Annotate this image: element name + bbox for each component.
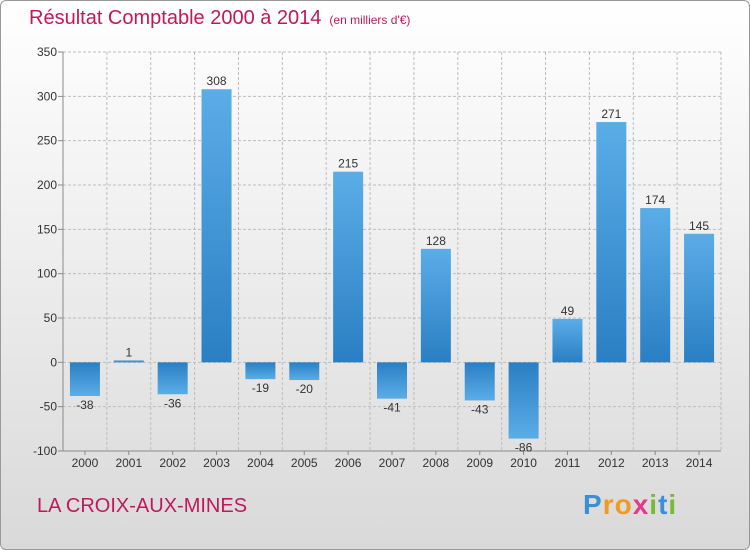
data-label-2001: 1 [125, 345, 132, 359]
commune-name: LA CROIX-AUX-MINES [37, 495, 248, 517]
x-tick-label-2013: 2013 [642, 456, 669, 470]
y-tick-label: 0 [50, 355, 57, 369]
data-label-2014: 145 [689, 219, 709, 233]
x-tick-label-2011: 2011 [555, 456, 581, 470]
y-tick-label: 200 [37, 178, 57, 192]
bar-2011 [552, 318, 583, 363]
bar-2010 [508, 362, 539, 439]
chart-subtitle: (en milliers d'€) [329, 13, 411, 27]
x-tick-label-2008: 2008 [423, 456, 450, 470]
x-tick-label-2000: 2000 [72, 456, 99, 470]
bar-2014 [684, 233, 715, 363]
x-tick-label-2006: 2006 [335, 456, 362, 470]
bar-2006 [333, 171, 364, 363]
x-tick-label-2009: 2009 [466, 456, 493, 470]
bar-2012 [596, 122, 627, 363]
bars [69, 89, 715, 439]
y-tick-label: 150 [37, 222, 57, 236]
x-tick-label-2005: 2005 [291, 456, 318, 470]
data-label-2000: -38 [76, 398, 94, 412]
data-label-2008: 128 [426, 234, 446, 248]
axes: -100 -50 0 50 100 150 200 250 300 350 2000 2001 2002… [33, 45, 721, 470]
data-label-2010: -86 [515, 441, 533, 455]
data-label-2013: 174 [645, 193, 665, 207]
data-label-2004: -19 [252, 381, 270, 395]
logo-letter: i [649, 489, 659, 520]
logo-letter: x [632, 489, 650, 520]
x-tick-label-2007: 2007 [379, 456, 406, 470]
data-label-2012: 271 [601, 107, 621, 121]
y-tick-label: -50 [40, 400, 58, 414]
data-label-2007: -41 [383, 401, 401, 415]
x-tick-label-2002: 2002 [159, 456, 186, 470]
data-label-2005: -20 [296, 382, 314, 396]
x-tick-label-2012: 2012 [598, 456, 625, 470]
y-tick-label: 350 [37, 45, 57, 59]
chart-title: Résultat Comptable 2000 à 2014 (en millie… [29, 7, 410, 30]
y-tick-label: 250 [37, 134, 57, 148]
bar-2005 [289, 362, 320, 381]
data-label-2003: 308 [207, 74, 227, 88]
grid-lines [62, 51, 722, 452]
bar-2009 [464, 362, 495, 401]
x-tick-label-2010: 2010 [510, 456, 537, 470]
x-tick-label-2003: 2003 [203, 456, 230, 470]
data-label-2009: -43 [471, 402, 489, 416]
y-tick-label: 100 [37, 267, 57, 281]
y-tick-label: -100 [33, 444, 57, 458]
x-tick-label-2004: 2004 [247, 456, 274, 470]
proxiti-logo: Proxiti [583, 489, 677, 521]
data-label-2006: 215 [338, 157, 358, 171]
bar-2004 [245, 362, 276, 380]
y-tick-label: 300 [37, 89, 57, 103]
bar-2000 [69, 362, 100, 397]
logo-letter: r [602, 489, 615, 520]
x-tick-label-2001: 2001 [115, 456, 142, 470]
data-labels: -38 1 -36 308 -19 -20 215 -41 128 -43 -86 49 271 174 1… [76, 74, 709, 454]
bar-2003 [201, 89, 232, 363]
bar-2002 [157, 362, 188, 395]
logo-letter: P [583, 489, 603, 520]
x-tick-label-2014: 2014 [686, 456, 713, 470]
logo-letter: i [668, 489, 678, 520]
logo-letter: t [658, 489, 669, 520]
bar-2013 [640, 208, 671, 363]
data-label-2002: -36 [164, 396, 182, 410]
logo-letter: o [614, 489, 633, 520]
bar-2008 [420, 248, 451, 363]
bar-2001 [113, 360, 144, 363]
chart-title-text: Résultat Comptable 2000 à 2014 [29, 7, 322, 29]
data-label-2011: 49 [561, 304, 575, 318]
bar-2007 [377, 362, 407, 399]
y-tick-label: 50 [44, 311, 58, 325]
